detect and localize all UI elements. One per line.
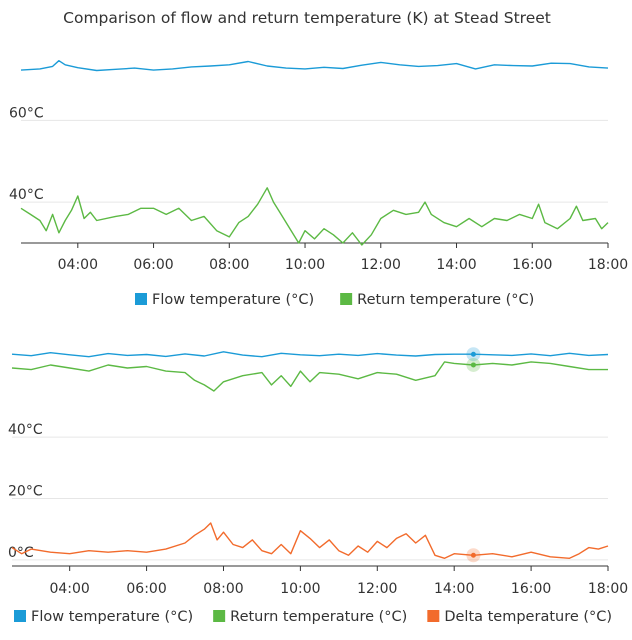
x-tick-label: 12:00 [361,257,401,273]
x-tick-label: 16:00 [511,581,551,597]
legend-swatch-delta [427,610,440,622]
series-line-return [11,361,608,392]
x-tick-label: 04:00 [58,257,98,273]
hover-point-delta [470,552,476,558]
series-line-flow [20,60,609,72]
x-tick-label: 06:00 [133,257,173,273]
series-line-flow [11,351,609,358]
legend-swatch-return [213,610,226,622]
x-tick-label: 12:00 [357,581,397,597]
x-tick-label: 10:00 [285,257,325,273]
x-tick-label: 08:00 [209,257,249,273]
series-line-return [20,187,609,246]
x-tick-label: 14:00 [434,581,474,597]
chart-panel-1: 60°C 40°C 04:00 06:00 08:00 10:00 12:00 14:00 16… [9,60,628,308]
legend-label-return: Return temperature (°C) [357,292,534,308]
x-tick-label: 18:00 [588,581,628,597]
legend-label-flow: Flow temperature (°C) [31,609,193,625]
chart-panel-2: 40°C20°C0°C04:00 06:00 08:00 10:00 12:00 14:0… [8,347,628,625]
legend-swatch-flow [135,293,147,305]
x-tick-label: 14:00 [436,257,476,273]
x-tick-label: 04:00 [49,581,89,597]
x-tick-label: 10:00 [280,581,320,597]
y-tick-label: 40°C [8,422,43,438]
legend-label-flow: Flow temperature (°C) [152,292,314,308]
x-tick-label: 08:00 [203,581,243,597]
y-tick-label: 60°C [9,105,44,121]
legend-label-delta: Delta temperature (°C) [444,609,612,625]
legend-swatch-flow [14,610,26,622]
x-tick-label: 16:00 [512,257,552,273]
hover-point-flow [470,351,476,357]
x-tick-label: 06:00 [126,581,166,597]
legend-swatch-return [340,293,353,305]
x-tick-label: 18:00 [588,257,628,273]
y-tick-label: 40°C [9,187,44,203]
hover-point-return [470,362,476,368]
chart-title: Comparison of flow and return temperatur… [63,9,551,27]
legend-label-return: Return temperature (°C) [230,609,407,625]
y-tick-label: 20°C [8,483,43,499]
series-line-delta [11,522,609,559]
